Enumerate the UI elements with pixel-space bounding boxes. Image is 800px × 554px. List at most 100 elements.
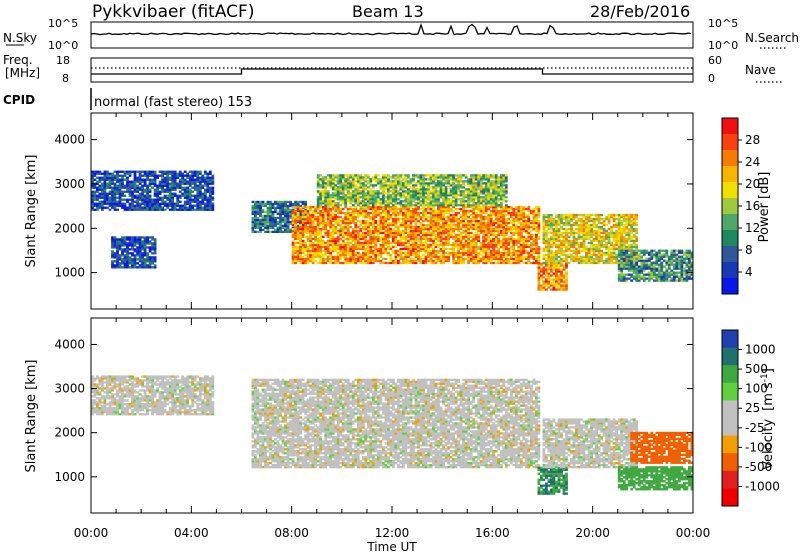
- heatmap-cell: [259, 224, 262, 227]
- heatmap-cell: [349, 217, 353, 221]
- heatmap-cell: [364, 211, 368, 215]
- heatmap-cell: [309, 233, 312, 237]
- heatmap-cell: [364, 194, 368, 197]
- heatmap-cell: [361, 186, 365, 189]
- heatmap-cell: [284, 220, 287, 224]
- heatmap-cell: [186, 190, 190, 193]
- heatmap-cell: [294, 255, 297, 259]
- heatmap-cell: [344, 241, 348, 245]
- freq-unit-label: [MHz]: [5, 66, 40, 80]
- heatmap-cell: [424, 237, 428, 241]
- heatmap-cell: [171, 182, 175, 185]
- heatmap-cell: [555, 251, 558, 255]
- heatmap-cell: [371, 207, 375, 211]
- heatmap-cell: [454, 225, 458, 229]
- heatmap-cell: [206, 202, 210, 205]
- heatmap-cell: [399, 184, 403, 187]
- heatmap-cell: [351, 219, 355, 223]
- heatmap-cell: [141, 190, 144, 193]
- heatmap-cell: [309, 259, 312, 263]
- heatmap-cell: [336, 217, 340, 221]
- heatmap-cell: [444, 255, 448, 259]
- heatmap-cell: [439, 182, 443, 185]
- heatmap-cell: [274, 218, 277, 222]
- heatmap-cell: [171, 184, 175, 187]
- heatmap-cell: [545, 272, 548, 275]
- heatmap-cell: [376, 231, 380, 235]
- heatmap-cell: [304, 247, 307, 251]
- heatmap-cell: [361, 190, 365, 193]
- heatmap-cell: [489, 259, 493, 263]
- heatmap-cell: [211, 182, 215, 185]
- heatmap-cell: [484, 233, 488, 237]
- heatmap-cell: [482, 257, 486, 261]
- heatmap-cell: [414, 215, 418, 219]
- heatmap-cell: [427, 237, 430, 241]
- heatmap-cell: [126, 172, 129, 175]
- heatmap-cell: [464, 257, 468, 261]
- heatmap-cell: [364, 196, 368, 199]
- heatmap-cell: [532, 233, 536, 237]
- heatmap-cell: [126, 206, 129, 209]
- heatmap-cell: [497, 190, 501, 193]
- heatmap-cell: [477, 198, 481, 201]
- heatmap-cell: [555, 278, 558, 281]
- heatmap-cell: [321, 225, 325, 229]
- heatmap-cell: [349, 251, 353, 255]
- heatmap-cell: [359, 259, 363, 263]
- heatmap-cell: [530, 253, 533, 257]
- heatmap-cell: [550, 261, 553, 265]
- heatmap-cell: [472, 211, 476, 215]
- heatmap-cell: [321, 176, 325, 179]
- heatmap-cell: [146, 188, 149, 191]
- heatmap-cell: [537, 249, 541, 253]
- heatmap-cell: [412, 174, 415, 177]
- heatmap-cell: [108, 186, 112, 189]
- heatmap-cell: [301, 259, 305, 263]
- heatmap-cell: [412, 217, 415, 221]
- heatmap-cell: [331, 196, 335, 199]
- heatmap-cell: [364, 207, 368, 211]
- heatmap-cell: [354, 253, 358, 257]
- heatmap-cell: [462, 215, 465, 219]
- heatmap-cell: [497, 209, 501, 213]
- heatmap-cell: [437, 213, 440, 217]
- heatmap-cell: [198, 192, 202, 195]
- heatmap-cell: [266, 230, 270, 233]
- heatmap-cell: [354, 202, 358, 205]
- heatmap-cell: [519, 243, 523, 247]
- heatmap-cell: [251, 212, 255, 216]
- heatmap-cell: [527, 261, 531, 265]
- heatmap-cell: [462, 204, 465, 207]
- heatmap-cell: [424, 227, 428, 231]
- heatmap-cell: [422, 233, 425, 237]
- heatmap-cell: [339, 176, 343, 179]
- heatmap-cell: [118, 248, 122, 251]
- heatmap-cell: [527, 225, 531, 229]
- heatmap-cell: [341, 217, 345, 221]
- heatmap-cell: [442, 198, 445, 201]
- heatmap-cell: [492, 231, 496, 235]
- heatmap-cell: [191, 204, 195, 207]
- heatmap-cell: [424, 192, 428, 195]
- heatmap-cell: [371, 176, 375, 179]
- heatmap-cell: [384, 213, 388, 217]
- heatmap-cell: [512, 225, 516, 229]
- heatmap-cell: [321, 200, 325, 203]
- heatmap-cell: [497, 225, 501, 229]
- heatmap-cell: [136, 204, 139, 207]
- heatmap-cell: [116, 170, 119, 173]
- heatmap-cell: [434, 202, 438, 205]
- heatmap-cell: [299, 209, 302, 213]
- heatmap-cell: [113, 202, 117, 205]
- heatmap-cell: [557, 266, 561, 269]
- heatmap-cell: [344, 200, 348, 203]
- heatmap-cell: [547, 284, 551, 287]
- heatmap-cell: [422, 205, 425, 209]
- heatmap-cell: [113, 206, 117, 209]
- heatmap-cell: [452, 184, 455, 187]
- heatmap-cell: [284, 202, 287, 206]
- heatmap-cell: [183, 196, 187, 199]
- heatmap-cell: [407, 227, 410, 231]
- heatmap-cell: [484, 217, 488, 221]
